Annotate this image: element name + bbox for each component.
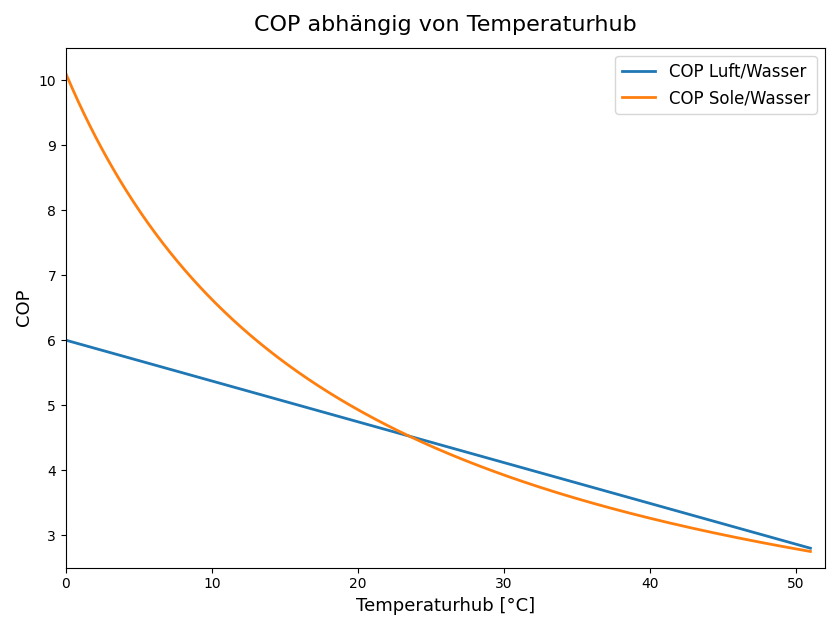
COP Sole/Wasser [464, 458, 474, 466]
COP Luft/Wasser [504, 461, 514, 468]
Line: COP Sole/Wasser: COP Sole/Wasser [66, 74, 811, 551]
COP Luft/Wasser [806, 544, 816, 552]
Title: COP abhängig von Temperaturhub: COP abhängig von Temperaturhub [254, 15, 637, 35]
X-axis label: Temperaturhub [°C]: Temperaturhub [°C] [356, 597, 535, 615]
COP Luft/Wasser [419, 437, 429, 444]
COP Sole/Wasser [787, 544, 797, 552]
COP Sole/Wasser [60, 70, 71, 77]
COP Sole/Wasser [504, 473, 514, 481]
COP Sole/Wasser [419, 439, 429, 447]
COP Luft/Wasser [787, 539, 797, 547]
COP Luft/Wasser [464, 449, 474, 457]
COP Luft/Wasser [60, 336, 71, 344]
COP Sole/Wasser [414, 437, 424, 445]
Line: COP Luft/Wasser: COP Luft/Wasser [66, 340, 811, 548]
Legend: COP Luft/Wasser, COP Sole/Wasser: COP Luft/Wasser, COP Sole/Wasser [616, 56, 816, 113]
Y-axis label: COP: COP [15, 289, 33, 326]
COP Sole/Wasser [806, 547, 816, 555]
COP Sole/Wasser [671, 520, 681, 528]
COP Luft/Wasser [671, 507, 681, 515]
COP Luft/Wasser [414, 435, 424, 443]
